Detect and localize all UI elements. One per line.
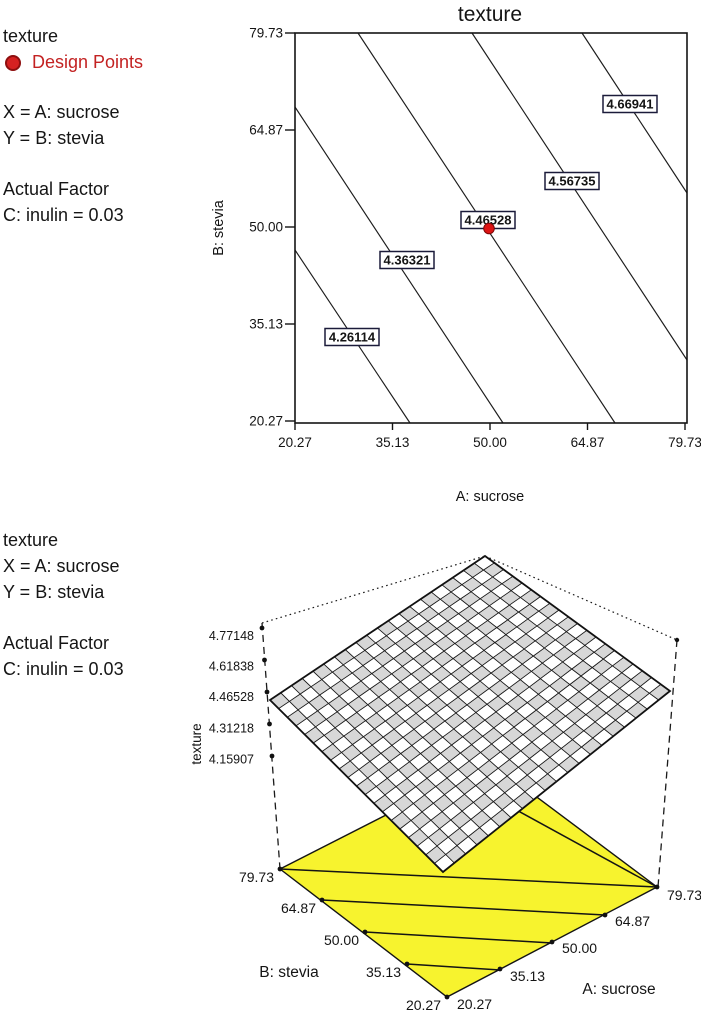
b-tick-label: 35.13 [366, 964, 401, 980]
a-tick-label: 20.27 [457, 996, 492, 1012]
b-tick-label: 64.87 [281, 900, 316, 916]
contour-frame [294, 32, 688, 424]
contour-value-labels: 4.26114 4.36321 4.46528 4.56735 4.66941 [324, 94, 658, 347]
design-point-marker [483, 222, 495, 235]
contour-plot: texture 79.73 64.87 [211, 3, 701, 505]
surface-plot: 4.77148 4.61838 4.46528 4.31218 4.15907 … [189, 554, 701, 1013]
b-tick-label: 79.73 [239, 869, 274, 885]
contour-line-4-56735 [471, 32, 688, 361]
actual-factor-heading: Actual Factor [3, 179, 110, 199]
contour-x-ticks [294, 423, 686, 430]
contour-label-box: 4.66941 [602, 94, 658, 114]
y-tick-label: 64.87 [249, 123, 283, 138]
a-tick-labels: 20.27 35.13 50.00 64.87 79.73 [457, 887, 701, 1012]
y-tick-label: 35.13 [249, 317, 283, 332]
z-axis-title: texture [189, 723, 204, 764]
svg-text:4.56735: 4.56735 [549, 174, 596, 189]
b-tick-label: 20.27 [406, 997, 441, 1013]
contour-y-ticks [285, 32, 295, 422]
y-definition: Y = B: stevia [3, 128, 105, 148]
svg-text:4.26114: 4.26114 [329, 330, 376, 345]
design-point-icon [5, 54, 21, 71]
surface-mesh [268, 554, 672, 874]
x-tick-label: 64.87 [571, 435, 605, 450]
x-tick-label: 20.27 [278, 435, 312, 450]
floor-contour-4 [279, 868, 658, 888]
actual-factor-value: C: inulin = 0.03 [3, 205, 124, 225]
x-tick-label: 79.73 [668, 435, 701, 450]
x-tick-label: 50.00 [473, 435, 507, 450]
y-tick-label: 20.27 [249, 414, 283, 429]
z-tick-label: 4.15907 [209, 753, 254, 767]
surface-actual-factor-value: C: inulin = 0.03 [3, 659, 124, 679]
floor-tick-dots [277, 866, 660, 1000]
surface-axes [261, 555, 678, 888]
right-vertical-dashed [657, 639, 678, 888]
design-points-label: Design Points [32, 52, 144, 72]
contour-x-tick-labels: 20.27 35.13 50.00 64.87 79.73 [278, 435, 701, 450]
z-axis-dashed [261, 622, 281, 870]
y-tick-label: 79.73 [249, 26, 283, 41]
a-tick-label: 64.87 [615, 913, 650, 929]
z-tick-dots [259, 625, 680, 759]
back-edge-left-dotted [261, 555, 486, 624]
z-tick-label: 4.61838 [209, 660, 254, 674]
floor-contour-3 [321, 899, 606, 916]
a-tick-label: 35.13 [510, 968, 545, 984]
svg-text:4.36321: 4.36321 [384, 253, 431, 268]
b-tick-label: 50.00 [324, 932, 359, 948]
svg-text:4.46528: 4.46528 [465, 213, 512, 228]
surface-y-definition: Y = B: stevia [3, 582, 105, 602]
svg-text:4.66941: 4.66941 [607, 97, 654, 112]
floor-contour-1 [406, 963, 501, 971]
contour-y-tick-labels: 79.73 64.87 50.00 35.13 20.27 [249, 26, 283, 429]
a-tick-label: 50.00 [562, 940, 597, 956]
z-tick-label: 4.77148 [209, 629, 254, 643]
surface-legend-title: texture [3, 530, 59, 550]
z-tick-label: 4.31218 [209, 722, 254, 736]
contour-label-box: 4.36321 [379, 250, 435, 270]
a-axis-title: A: sucrose [582, 981, 655, 998]
back-edge-right-dotted [484, 555, 678, 641]
a-tick-label: 79.73 [667, 887, 701, 903]
y-tick-label: 50.00 [249, 220, 283, 235]
x-definition: X = A: sucrose [3, 102, 120, 122]
x-tick-label: 35.13 [376, 435, 410, 450]
b-tick-labels: 79.73 64.87 50.00 35.13 20.27 [239, 869, 441, 1013]
contour-label-box: 4.46528 [460, 210, 516, 230]
floor-contour-2 [364, 931, 553, 944]
z-tick-labels: 4.77148 4.61838 4.46528 4.31218 4.15907 [209, 629, 254, 767]
b-axis-title: B: stevia [259, 964, 319, 981]
z-tick-label: 4.46528 [209, 690, 254, 704]
surface-actual-factor-heading: Actual Factor [3, 633, 110, 653]
contour-label-box: 4.56735 [544, 171, 600, 191]
contour-x-axis-title: A: sucrose [456, 489, 525, 505]
surface-x-definition: X = A: sucrose [3, 556, 120, 576]
contour-label-box: 4.26114 [324, 327, 380, 347]
contour-legend-title: texture [3, 26, 59, 46]
contour-y-axis-title: B: stevia [211, 199, 227, 256]
design-points-row: Design Points [5, 52, 143, 73]
contour-title: texture [458, 3, 522, 26]
